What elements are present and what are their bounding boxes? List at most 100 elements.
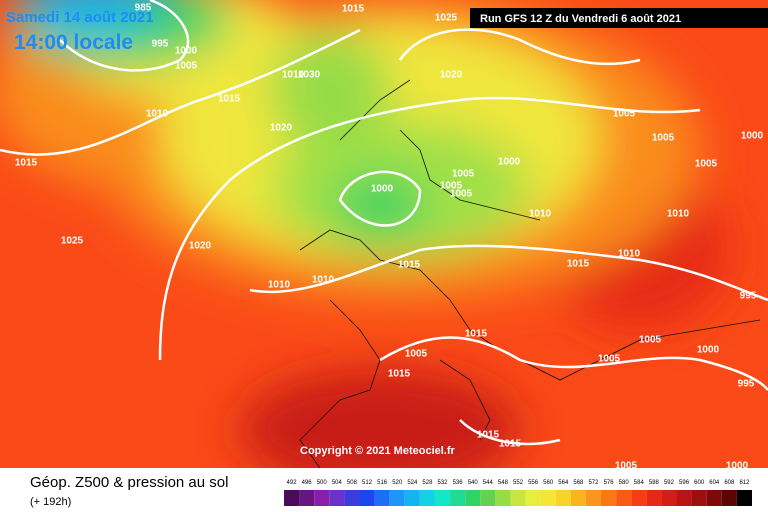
colorbar-label: 608 [724,480,735,486]
isobar-label: 1020 [270,123,293,134]
copyright: Copyright © 2021 Meteociel.fr [300,445,456,457]
colorbar-swatch [434,490,451,506]
coastlines [299,79,761,468]
colorbar-swatch [480,490,496,506]
colorbar-label: 504 [332,480,343,486]
isobar-label: 1030 [298,70,321,81]
colorbar-swatch [646,490,662,506]
colorbar-label: 544 [483,480,494,486]
isobar-label: 1010 [146,109,169,120]
footer-lead: (+ 192h) [30,496,71,508]
colorbar-swatch [329,490,345,506]
isobar-label: 1020 [189,241,212,252]
isobar-label: 1000 [498,157,521,168]
geopotential-field [0,0,768,468]
isobar-label: 985 [135,3,152,14]
colorbar-label: 584 [634,480,645,486]
isobar-label: 1010 [268,280,291,291]
isobar-label: 1005 [613,109,636,120]
isobar-label: 1000 [175,46,198,57]
colorbar-swatch [450,490,466,506]
isobar-label: 1015 [477,430,500,441]
time: 14:00 locale [14,31,133,54]
colorbar-swatch [284,490,300,506]
colorbar-swatch [540,490,556,506]
isobar-label: 995 [738,379,755,390]
colorbar-label: 528 [422,480,433,486]
isobar-label: 1015 [465,329,488,340]
colorbar-label: 548 [498,480,509,486]
isobar-label: 1005 [695,159,718,170]
isobar-label: 1015 [388,369,411,380]
isobar-label: 1000 [741,131,764,142]
colorbar-swatch [344,490,360,506]
isobar-label: 995 [152,39,169,50]
isobar-label: 1015 [567,259,590,270]
isobar-label: 1005 [175,61,198,72]
isobar-label: 1010 [618,249,641,260]
colorbar-label: 536 [453,480,464,486]
colorbar-label: 532 [438,480,449,486]
isobar-label: 1010 [312,275,335,286]
isobar-label: 1005 [452,169,475,180]
isobars [0,0,768,446]
isobar-label: 1005 [405,349,428,360]
isobar-label: 1010 [529,209,552,220]
colorbar-label: 552 [513,480,524,486]
colorbar-label: 564 [558,480,569,486]
colorbar-label: 500 [317,480,328,486]
isobar-label: 1015 [398,260,421,271]
colorbar-label: 560 [543,480,554,486]
colorbar-label: 596 [679,480,690,486]
isobar-label: 1015 [342,4,365,15]
run: Run GFS 12 Z du Vendredi 6 août 2021 [480,13,681,25]
isobar-label: 1015 [15,158,38,169]
colorbar-swatch [555,490,571,506]
colorbar-label: 492 [287,480,298,486]
isobar-label: 1005 [440,181,463,192]
colorbar-swatch [691,490,707,506]
isobar-label: 1005 [615,461,638,472]
colorbar-swatch [419,490,435,506]
isobar-label: 1000 [697,345,720,356]
colorbar-swatch [465,490,481,506]
colorbar-swatch [721,490,737,506]
footer-title: Géop. Z500 & pression au sol [30,474,228,491]
isobar-label: 1010 [282,70,305,81]
isobar-label: 1025 [61,236,84,247]
colorbar-label: 604 [709,480,720,486]
run-box [470,8,768,28]
isobar-label: 1005 [598,354,621,365]
colorbar-swatch [631,490,647,506]
isobar-label: 1005 [652,133,675,144]
colorbar-swatch [570,490,586,506]
colorbar-label: 508 [347,480,358,486]
colorbar-label: 580 [619,480,630,486]
colorbar-swatch [661,490,677,506]
isobar-label: 1015 [218,94,241,105]
isobar-label: 1010 [667,209,690,220]
colorbar-swatch [374,490,390,506]
isobar-label: 1005 [450,189,473,200]
colorbar-swatch [525,490,541,506]
colorbar-label: 520 [392,480,403,486]
colorbar-label: 556 [528,480,539,486]
colorbar-label: 612 [739,480,750,486]
date: Samedi 14 août 2021 [6,9,154,26]
isobar-label: 1020 [440,70,463,81]
colorbar-swatch [616,490,632,506]
colorbar-label: 568 [573,480,584,486]
colorbar-swatch [495,490,511,506]
colorbar-label: 592 [664,480,675,486]
colorbar-label: 540 [468,480,479,486]
colorbar-swatch [510,490,526,506]
colorbar-label: 516 [377,480,388,486]
colorbar-swatch [404,490,420,506]
colorbar-swatch [359,490,375,506]
colorbar-label: 576 [604,480,615,486]
colorbar-swatch [389,490,405,506]
colorbar-label: 524 [407,480,418,486]
colorbar-label: 600 [694,480,705,486]
colorbar-swatch [314,490,330,506]
colorbar-swatch [601,490,617,506]
